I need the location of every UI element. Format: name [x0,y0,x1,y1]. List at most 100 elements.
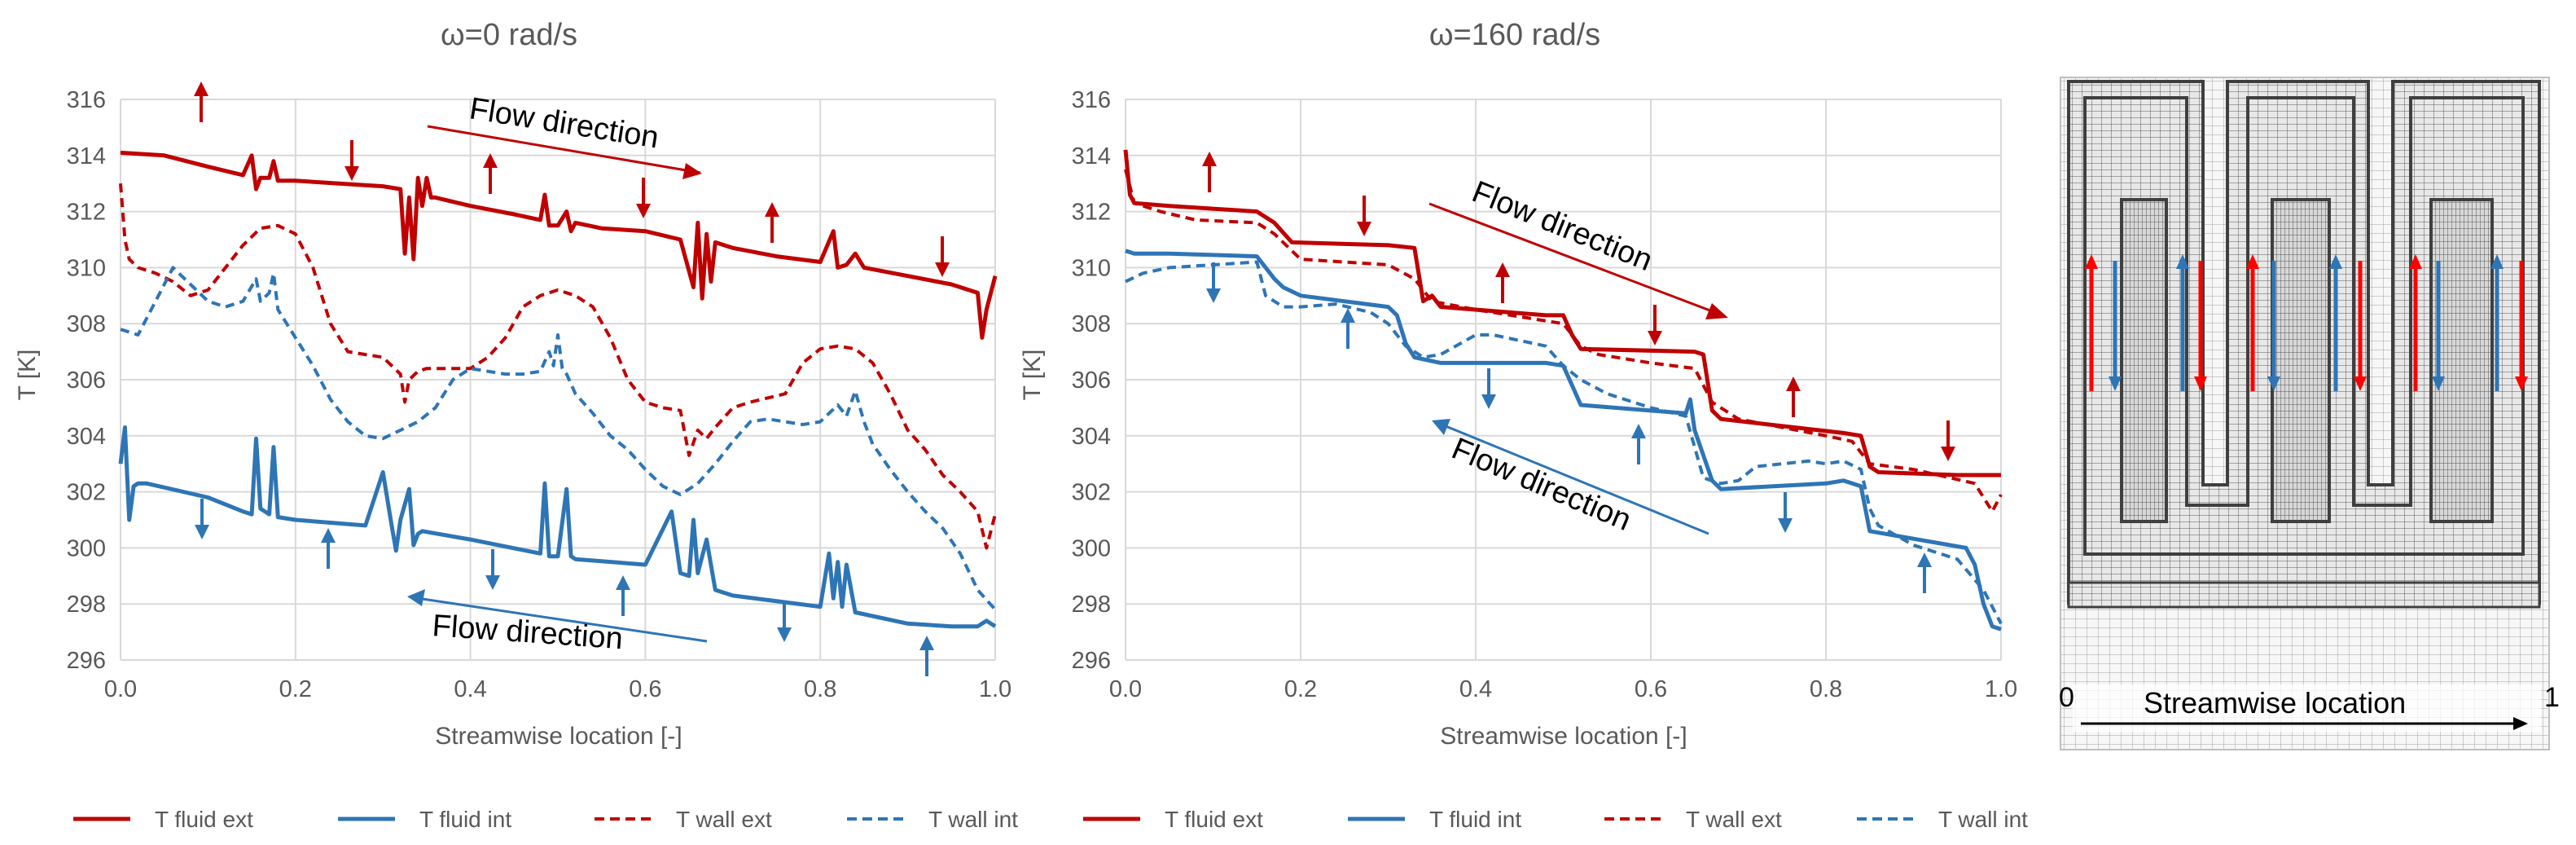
y-tick-label: 306 [1072,367,1111,394]
x-tick-label: 0.8 [1810,676,1842,702]
up-arrow-icon [765,202,779,243]
arrowhead-icon [1432,419,1450,435]
y-tick-label: 310 [1072,255,1111,281]
down-arrow-icon [1778,492,1793,533]
direction-arrows [194,81,950,676]
arrowhead-icon [2513,717,2528,730]
legend-label: T fluid ext [1165,807,1263,832]
mesh-fin-inner [2271,198,2331,523]
flow-direction-int: Flow direction [1432,419,1709,538]
chart-title: ω=0 rad/s [441,18,577,52]
down-arrow-icon [636,178,651,218]
series-line-t-wall-int [120,266,997,611]
mesh-fin-inner [2429,198,2494,523]
flow-direction-int: Flow direction [407,589,708,656]
up-arrow-icon [483,153,498,194]
legend-label: T wall ext [676,807,772,832]
annotation-text: Flow direction [1468,174,1657,278]
legend-middle: T fluid ext T fluid int T wall ext T wal… [1083,807,2028,832]
series-line-t-fluid-ext [1123,149,2001,478]
y-tick-label: 302 [67,480,106,506]
x-tick-label: 1.0 [1985,676,2017,702]
y-tick-label: 316 [1072,87,1111,113]
arrowhead-icon [1705,303,1728,319]
direction-arrows [1202,152,1955,593]
down-arrow-icon [2194,261,2207,391]
down-arrow-icon [1481,368,1496,409]
y-tick-label: 308 [1072,311,1111,337]
series-line-t-wall-ext [1124,169,2003,513]
down-arrow-icon [1941,420,1955,461]
x-tick-label: 0.4 [454,676,486,702]
up-arrow-icon [194,81,208,122]
flow-direction-ext: Flow direction [427,91,702,179]
down-arrow-icon [777,601,792,642]
mesh-channel [2083,96,2525,556]
series-line-t-fluid-int [118,425,997,629]
up-arrow-icon [2246,254,2259,391]
series-line-t-wall-ext [119,183,997,550]
annotation-text: Flow direction [431,609,624,656]
series-line-t-fluid-ext [120,150,998,340]
legend-left: T fluid ext T fluid int T wall ext T wal… [73,807,1018,832]
x-axis-label: Streamwise location [-] [1440,723,1687,750]
x-tick-label: 0.2 [1284,676,1317,702]
down-arrow-icon [1206,262,1221,303]
up-arrow-icon [919,636,934,676]
legend-label: T fluid int [1429,807,1521,832]
mesh-frame [2060,77,2550,750]
x-tick-label: 0.6 [629,676,661,702]
x-tick-label: 0.8 [804,676,836,702]
x-tick-label: 0.2 [279,676,312,702]
y-tick-label: 300 [1072,535,1111,561]
y-axis-label: T [K] [1019,350,1046,401]
series-line-t-fluid-int [1125,249,2002,632]
x-axis-label: Streamwise location [-] [435,723,682,750]
mesh-base [2067,581,2541,609]
legend-label: T wall int [1938,807,2028,832]
down-arrow-icon [2515,261,2528,391]
down-arrow-icon [2267,261,2280,391]
arrowhead-icon [407,589,425,606]
up-arrow-icon [1341,308,1355,349]
mesh-fin-inner [2120,198,2168,523]
y-tick-label: 314 [1072,143,1111,169]
arrowhead-icon [682,163,702,179]
up-arrow-icon [1631,424,1646,464]
down-arrow-icon [1357,196,1371,236]
chart-omega-160: ω=160 rad/s 296 298 300 302 304 306 308 310 312 3… [1019,18,2017,750]
legend-label: T fluid ext [155,807,253,832]
down-arrow-icon [935,236,950,277]
down-arrow-icon [485,549,500,590]
down-arrow-icon [2432,261,2445,391]
x-tick-label: 1.0 [979,676,1012,702]
up-arrow-icon [2329,254,2342,391]
down-arrow-icon [195,499,209,539]
y-tick-label: 306 [67,367,106,394]
y-tick-label: 298 [67,592,106,618]
y-tick-label: 308 [67,311,106,337]
up-arrow-icon [1917,552,1932,593]
up-arrow-icon [2176,254,2189,391]
mesh-panel: 0 1 Streamwise location [2059,77,2560,750]
up-arrow-icon [2085,254,2098,391]
y-tick-label: 298 [1072,592,1111,618]
legend-label: T wall int [928,807,1018,832]
y-tick-label: 312 [1072,200,1111,226]
mesh-flow-arrows [2085,254,2528,391]
up-arrow-icon [1202,152,1217,192]
flow-direction-ext: Flow direction [1428,174,1728,319]
y-tick-label: 316 [67,87,106,113]
y-axis-label: T [K] [14,350,41,401]
down-arrow-icon [2109,261,2122,391]
up-arrow-icon [2490,254,2504,391]
y-tick-label: 304 [67,424,106,450]
up-arrow-icon [616,575,630,616]
y-tick-label: 310 [67,255,106,281]
up-arrow-icon [1786,376,1801,417]
series-line-t-wall-int [1125,260,2003,625]
down-arrow-icon [1648,305,1662,345]
up-arrow-icon [321,528,336,569]
chart-title: ω=160 rad/s [1429,18,1600,52]
y-tick-label: 296 [1072,648,1111,674]
